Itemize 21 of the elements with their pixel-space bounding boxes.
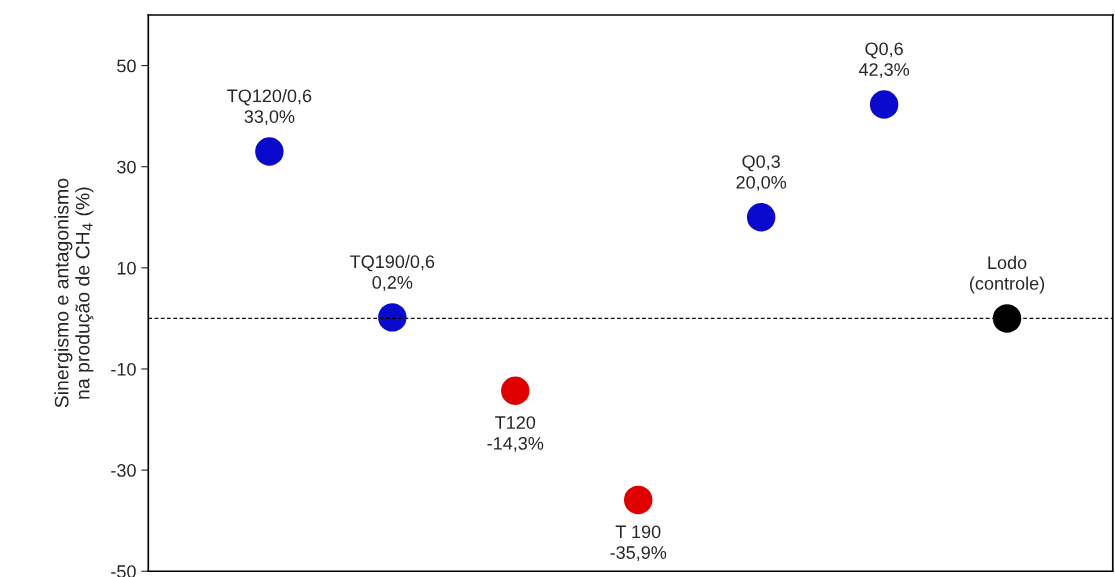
point bbox=[992, 304, 1022, 333]
data-label: Q0,3 20,0% bbox=[736, 155, 787, 191]
data-label: T 190 -35,9% bbox=[610, 525, 667, 562]
data-label: Lodo (controle) bbox=[970, 255, 1045, 294]
point bbox=[623, 485, 653, 515]
point bbox=[746, 203, 776, 232]
y-tick-label: 50 bbox=[117, 59, 136, 73]
data-label: Q0,6 42,3% bbox=[858, 42, 910, 79]
point bbox=[255, 137, 284, 166]
y-tick-label: 10 bbox=[117, 261, 136, 275]
y-axis-title: Sinergismo e antagonismo na produção de CH$_{4}$ (%) bbox=[54, 178, 94, 408]
point bbox=[378, 303, 407, 332]
point bbox=[869, 90, 899, 119]
data-label: TQ190/0,6 0,2% bbox=[350, 254, 435, 291]
data-label: T120 -14,3% bbox=[487, 416, 544, 452]
y-tick-label: -50 bbox=[111, 565, 136, 577]
data-label: TQ120/0,6 33,0% bbox=[227, 88, 312, 126]
point bbox=[501, 376, 530, 405]
y-tick-label: -10 bbox=[111, 362, 136, 376]
y-tick-label: -30 bbox=[111, 464, 136, 477]
y-tick-label: 30 bbox=[117, 160, 136, 174]
